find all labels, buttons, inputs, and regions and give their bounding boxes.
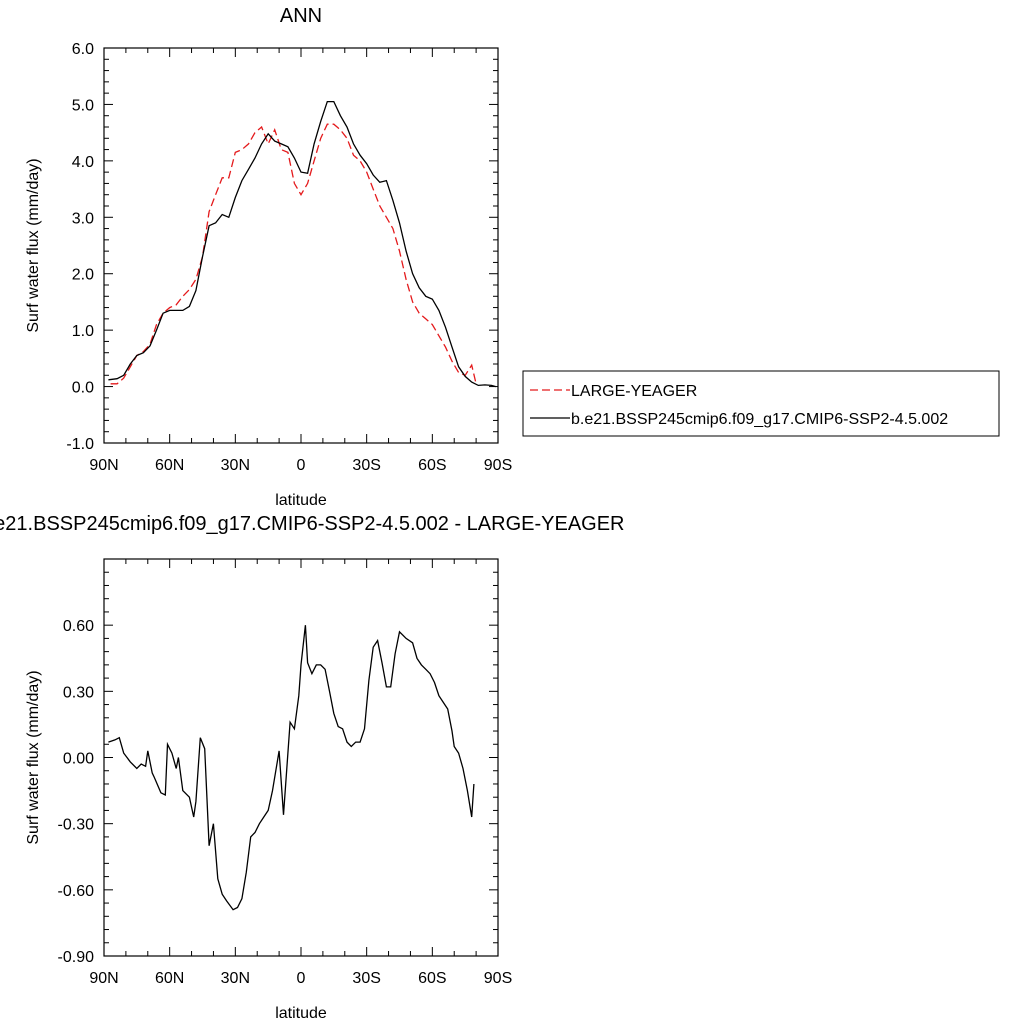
x-tick-label: 90S (484, 457, 512, 474)
series-line-0 (110, 123, 477, 385)
y-tick-label: 5.0 (72, 97, 94, 114)
top-chart: ANN 90N 60N 30N 0 30S 60S 90S -1.0 0.0 1.0 2.0 3.0 4.… (25, 5, 512, 509)
bottom-chart: b.e21.BSSP245cmip6.f09_g17.CMIP6-SSP2-4.… (0, 513, 625, 1022)
x-axis-label: latitude (275, 1005, 327, 1022)
y-tick-label: 0.30 (63, 684, 94, 701)
y-tick-label: -0.30 (58, 817, 95, 834)
y-tick-label: 3.0 (72, 210, 94, 227)
x-tick-label: 90N (89, 970, 118, 987)
legend-box (522, 370, 1000, 437)
y-tick-label: 6.0 (72, 41, 94, 58)
y-tick-label: -0.60 (58, 883, 95, 900)
plot-frame (103, 558, 499, 957)
y-axis-label: Surf water flux (mm/day) (25, 670, 42, 844)
y-tick-label: 0.00 (63, 751, 94, 768)
legend-label: b.e21.BSSP245cmip6.f09_g17.CMIP6-SSP2-4.… (571, 411, 948, 428)
y-tick-label: 0.0 (72, 380, 94, 397)
top-chart-legend: LARGE-YEAGER b.e21.BSSP245cmip6.f09_g17.C… (522, 370, 1000, 437)
x-tick-label: 90N (89, 457, 118, 474)
y-tick-label: 1.0 (72, 323, 94, 340)
x-tick-label: 60S (418, 457, 446, 474)
plot-frame (103, 47, 499, 444)
x-tick-label: 60S (418, 970, 446, 987)
y-tick-label: -0.90 (58, 949, 95, 966)
x-axis-label: latitude (275, 492, 327, 509)
x-tick-label: 30N (221, 457, 250, 474)
x-tick-label: 60N (155, 970, 184, 987)
x-tick-label: 30S (352, 457, 380, 474)
chart-title: b.e21.BSSP245cmip6.f09_g17.CMIP6-SSP2-4.… (0, 513, 625, 535)
y-tick-label: -1.0 (66, 436, 94, 453)
x-tick-label: 30N (221, 970, 250, 987)
legend-label: LARGE-YEAGER (571, 383, 697, 400)
x-tick-label: 30S (352, 970, 380, 987)
y-tick-label: 4.0 (72, 154, 94, 171)
series-line-1 (108, 100, 496, 388)
x-tick-label: 90S (484, 970, 512, 987)
y-axis-label: Surf water flux (mm/day) (25, 158, 42, 332)
x-tick-label: 0 (297, 457, 306, 474)
y-tick-label: 2.0 (72, 267, 94, 284)
y-tick-label: 0.60 (63, 618, 94, 635)
x-tick-label: 0 (297, 970, 306, 987)
chart-title: ANN (280, 5, 322, 27)
x-tick-label: 60N (155, 457, 184, 474)
series-line-0 (108, 625, 475, 911)
